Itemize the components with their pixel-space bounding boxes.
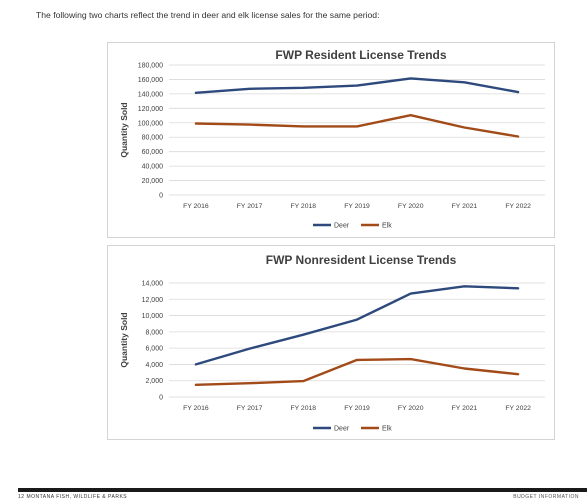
resident-chart-svg: FWP Resident License Trends 0 20,000 40,000… <box>119 48 545 230</box>
resident-ytick-label: 80,000 <box>142 135 164 142</box>
nonresident-legend-label-deer: Deer <box>334 426 350 433</box>
resident-xtick-label: FY 2016 <box>183 203 209 210</box>
nonresident-series-deer-line <box>194 285 520 366</box>
nonresident-series-elk-line <box>194 357 520 387</box>
footer-left-text: 12 MONTANA FISH, WILDLIFE & PARKS <box>18 494 128 500</box>
resident-ytick-label: 120,000 <box>138 106 163 113</box>
nonresident-ylabel: Quantity Sold <box>119 312 129 367</box>
footer-right-text: BUDGET INFORMATION <box>513 494 579 500</box>
nonresident-xtick-label: FY 2021 <box>452 405 478 412</box>
resident-ytick-label: 0 <box>159 193 163 200</box>
resident-xtick-label: FY 2017 <box>237 203 263 210</box>
nonresident-ytick-label: 4,000 <box>145 362 163 369</box>
resident-series-deer-line <box>194 77 520 94</box>
resident-ylabel: Quantity Sold <box>119 102 129 157</box>
resident-xtick-label: FY 2021 <box>452 203 478 210</box>
nonresident-ytick-label: 2,000 <box>145 378 163 385</box>
nonresident-chart: FWP Nonresident License Trends 0 2,000 4,00… <box>107 245 555 440</box>
resident-ytick-label: 60,000 <box>142 149 164 156</box>
nonresident-ytick-label: 10,000 <box>142 313 164 320</box>
resident-ytick-label: 100,000 <box>138 120 163 127</box>
resident-ytick-label: 20,000 <box>142 178 164 185</box>
resident-chart: FWP Resident License Trends 0 20,000 40,000… <box>107 42 555 238</box>
nonresident-xtick-label: FY 2020 <box>398 405 424 412</box>
resident-legend-label-elk: Elk <box>382 223 392 230</box>
footer-rule <box>18 488 587 492</box>
nonresident-ytick-label: 12,000 <box>142 297 164 304</box>
resident-ytick-label: 40,000 <box>142 164 164 171</box>
nonresident-xtick-label: FY 2019 <box>344 405 370 412</box>
intro-text: The following two charts reflect the tre… <box>36 10 380 20</box>
nonresident-xtick-label: FY 2022 <box>505 405 531 412</box>
nonresident-chart-title: FWP Nonresident License Trends <box>266 253 457 267</box>
resident-legend-label-deer: Deer <box>334 223 350 230</box>
nonresident-chart-svg: FWP Nonresident License Trends 0 2,000 4,00… <box>119 253 545 433</box>
resident-xtick-label: FY 2019 <box>344 203 370 210</box>
nonresident-ytick-label: 6,000 <box>145 346 163 353</box>
nonresident-ytick-label: 8,000 <box>145 329 163 336</box>
resident-xtick-label: FY 2020 <box>398 203 424 210</box>
nonresident-xtick-label: FY 2016 <box>183 405 209 412</box>
nonresident-ytick-label: 14,000 <box>142 281 164 288</box>
resident-ytick-label: 180,000 <box>138 63 163 70</box>
nonresident-legend-label-elk: Elk <box>382 426 392 433</box>
nonresident-xtick-label: FY 2017 <box>237 405 263 412</box>
resident-xtick-label: FY 2018 <box>290 203 316 210</box>
resident-ytick-label: 140,000 <box>138 91 163 98</box>
resident-ytick-label: 160,000 <box>138 77 163 84</box>
nonresident-ytick-label: 0 <box>159 395 163 402</box>
resident-chart-title: FWP Resident License Trends <box>275 48 446 62</box>
resident-xtick-label: FY 2022 <box>505 203 531 210</box>
resident-series-elk-line <box>194 113 520 138</box>
nonresident-xtick-label: FY 2018 <box>290 405 316 412</box>
